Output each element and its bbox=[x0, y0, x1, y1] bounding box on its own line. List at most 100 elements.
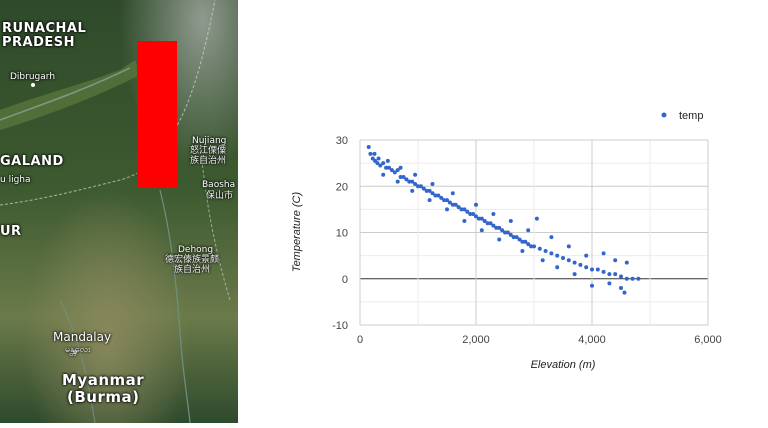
data-point bbox=[607, 281, 612, 286]
data-point bbox=[447, 200, 452, 205]
data-point bbox=[601, 251, 606, 256]
data-point bbox=[523, 239, 528, 244]
city-label-dehong-native-1: 德宏傣族景颇 bbox=[165, 255, 220, 265]
data-point bbox=[398, 175, 403, 179]
city-label-mandalay-native: မန္တလေး bbox=[65, 345, 91, 355]
scatter-chart: -10 0 10 20 30 0 2,000 4,000 6,000 temp Elevatio… bbox=[291, 110, 722, 371]
data-point bbox=[540, 258, 545, 263]
data-point bbox=[433, 193, 438, 198]
x-tick-label: 2,000 bbox=[462, 334, 490, 346]
data-point bbox=[418, 184, 423, 189]
data-point bbox=[584, 253, 589, 258]
data-point bbox=[479, 228, 484, 233]
data-point bbox=[407, 179, 412, 184]
y-tick-label: 20 bbox=[336, 181, 348, 193]
data-point bbox=[508, 232, 513, 237]
data-point bbox=[427, 198, 432, 203]
data-point bbox=[549, 235, 554, 240]
city-label-kohima: u ligha bbox=[0, 175, 31, 185]
data-point bbox=[376, 156, 381, 161]
data-point bbox=[555, 253, 560, 258]
data-point bbox=[543, 249, 548, 253]
data-point bbox=[387, 165, 391, 170]
data-point bbox=[404, 177, 409, 182]
data-point bbox=[474, 202, 478, 207]
data-point bbox=[578, 262, 583, 267]
data-point bbox=[566, 258, 571, 263]
data-point bbox=[368, 151, 373, 156]
chart-points bbox=[366, 144, 641, 295]
data-point bbox=[482, 218, 487, 223]
data-point bbox=[450, 202, 455, 207]
data-point bbox=[439, 195, 444, 200]
map-panel[interactable]: RUNACHAL PRADESH Dibrugarh GALAND u ligh… bbox=[0, 0, 238, 423]
data-point bbox=[491, 223, 496, 228]
data-point bbox=[595, 267, 600, 272]
chart-legend: temp bbox=[661, 110, 703, 122]
city-label-baoshan-native: 保山市 bbox=[206, 191, 234, 201]
city-label-baoshan: Baosha bbox=[202, 180, 236, 190]
data-point bbox=[622, 290, 627, 295]
data-point bbox=[372, 151, 377, 156]
x-tick-label: 0 bbox=[357, 334, 363, 346]
data-point bbox=[520, 249, 525, 253]
data-point bbox=[410, 188, 415, 193]
data-point bbox=[508, 218, 513, 223]
data-point bbox=[590, 267, 594, 272]
data-point bbox=[526, 228, 531, 233]
data-point bbox=[624, 276, 629, 281]
data-point bbox=[505, 230, 510, 235]
x-tick-label: 4,000 bbox=[578, 334, 606, 346]
region-label-nagaland: GALAND bbox=[0, 154, 64, 169]
data-point bbox=[514, 235, 519, 240]
data-point bbox=[430, 191, 435, 196]
map-terrain[interactable] bbox=[0, 0, 238, 423]
city-dot-dibrugarh bbox=[31, 83, 35, 87]
data-point bbox=[526, 242, 531, 247]
region-label-arunachal-1: RUNACHAL bbox=[2, 21, 87, 36]
data-point bbox=[572, 272, 577, 277]
data-point bbox=[601, 269, 606, 274]
city-label-dehong: Dehong bbox=[178, 245, 214, 255]
data-point bbox=[385, 158, 390, 163]
y-tick-label: 10 bbox=[336, 228, 348, 240]
data-point bbox=[529, 244, 534, 249]
data-point bbox=[459, 207, 464, 212]
data-point bbox=[479, 216, 484, 221]
legend-label: temp bbox=[679, 110, 703, 122]
x-tick-label: 6,000 bbox=[694, 334, 722, 346]
data-point bbox=[381, 172, 386, 177]
data-point bbox=[375, 161, 380, 166]
data-point bbox=[476, 216, 481, 221]
data-point bbox=[534, 216, 539, 221]
chart-tick-labels: -10 0 10 20 30 0 2,000 4,000 6,000 bbox=[332, 135, 722, 346]
data-point bbox=[421, 186, 426, 191]
data-point bbox=[561, 255, 565, 260]
x-axis-title: Elevation (m) bbox=[531, 359, 596, 371]
data-point bbox=[566, 244, 571, 249]
data-point bbox=[555, 265, 560, 270]
data-point bbox=[532, 244, 536, 249]
data-point bbox=[436, 193, 441, 198]
country-label-myanmar-1: Myanmar bbox=[62, 371, 145, 389]
city-dot-mandalay bbox=[73, 350, 77, 354]
data-point bbox=[488, 221, 493, 226]
data-point bbox=[549, 251, 554, 256]
data-point bbox=[424, 188, 429, 193]
y-tick-label: 30 bbox=[336, 135, 348, 147]
data-point bbox=[366, 144, 371, 149]
city-label-nujiang-native-1: 怒江傈僳 bbox=[190, 146, 227, 156]
data-point bbox=[471, 212, 476, 216]
data-point bbox=[584, 265, 589, 270]
data-point bbox=[590, 283, 594, 288]
data-point bbox=[430, 181, 435, 186]
data-point bbox=[497, 225, 502, 230]
data-point bbox=[613, 272, 618, 277]
chart-panel: -10 0 10 20 30 0 2,000 4,000 6,000 temp Elevatio… bbox=[238, 0, 768, 423]
country-label-myanmar-2: (Burma) bbox=[67, 388, 140, 406]
data-point bbox=[462, 207, 467, 212]
data-point bbox=[537, 246, 542, 251]
data-point bbox=[410, 179, 415, 184]
data-point bbox=[450, 191, 455, 196]
data-point bbox=[497, 237, 502, 242]
